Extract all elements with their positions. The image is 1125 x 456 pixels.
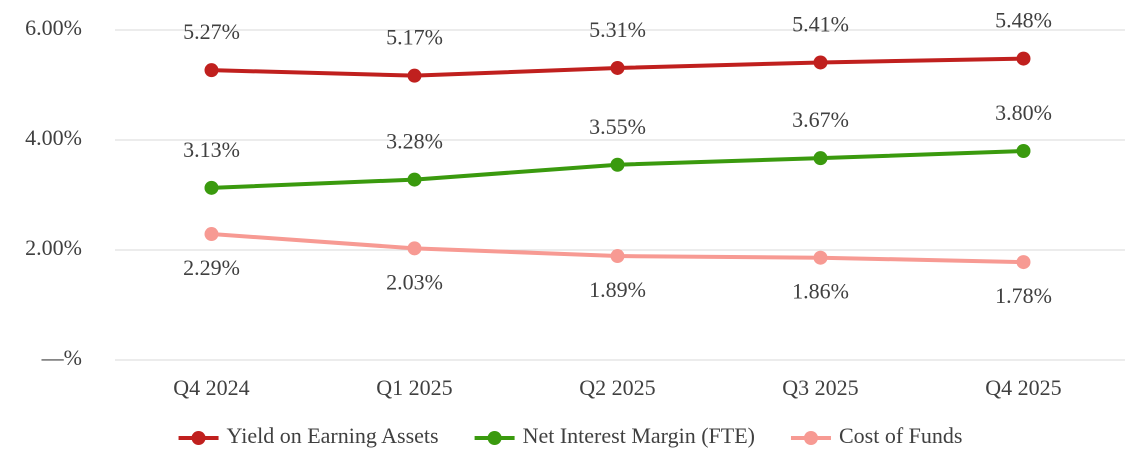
x-tick-label: Q2 2025 <box>579 375 655 400</box>
x-tick-label: Q4 2025 <box>985 375 1061 400</box>
data-label: 1.86% <box>792 279 849 304</box>
data-point <box>813 151 828 166</box>
legend-item: Cost of Funds <box>790 423 962 448</box>
data-label: 5.27% <box>183 19 240 44</box>
legend-marker <box>487 431 502 445</box>
data-label: 1.89% <box>589 277 646 302</box>
data-label: 5.41% <box>792 11 849 36</box>
data-point <box>610 249 625 264</box>
legend-marker <box>191 431 206 445</box>
legend-marker <box>803 431 818 445</box>
data-label: 3.13% <box>183 137 240 162</box>
data-label: 5.48% <box>995 8 1052 33</box>
y-tick-label: 4.00% <box>25 125 82 150</box>
data-point <box>813 250 828 265</box>
legend-label: Yield on Earning Assets <box>227 423 439 448</box>
data-point <box>204 63 219 78</box>
data-label: 3.55% <box>589 114 646 139</box>
data-point <box>1016 144 1031 158</box>
data-point <box>1016 255 1031 270</box>
legend-label: Cost of Funds <box>839 423 962 448</box>
legend-label: Net Interest Margin (FTE) <box>523 423 755 448</box>
x-tick-label: Q3 2025 <box>782 375 858 400</box>
legend: Yield on Earning Assets Net Interest Marg… <box>178 423 962 448</box>
data-point <box>204 180 219 195</box>
data-point <box>813 55 828 70</box>
data-point <box>610 157 625 172</box>
data-point <box>407 172 422 187</box>
data-point <box>407 68 422 83</box>
data-label: 2.03% <box>386 269 443 294</box>
data-label: 2.29% <box>183 255 240 280</box>
data-label: 3.80% <box>995 100 1052 125</box>
data-label: 5.31% <box>589 17 646 42</box>
x-tick-label: Q4 2024 <box>173 375 249 400</box>
data-point <box>204 227 219 242</box>
x-tick-label: Q1 2025 <box>376 375 452 400</box>
data-label: 3.67% <box>792 107 849 132</box>
data-label: 5.17% <box>386 25 443 50</box>
data-point <box>610 60 625 75</box>
legend-item: Yield on Earning Assets <box>178 423 439 448</box>
data-point <box>407 241 422 256</box>
y-tick-label: 2.00% <box>25 235 82 260</box>
legend-item: Net Interest Margin (FTE) <box>474 423 755 448</box>
y-tick-label: —% <box>41 345 82 370</box>
y-tick-label: 6.00% <box>25 15 82 40</box>
data-label: 3.28% <box>386 129 443 154</box>
data-label: 1.78% <box>995 283 1052 308</box>
data-point <box>1016 51 1031 66</box>
